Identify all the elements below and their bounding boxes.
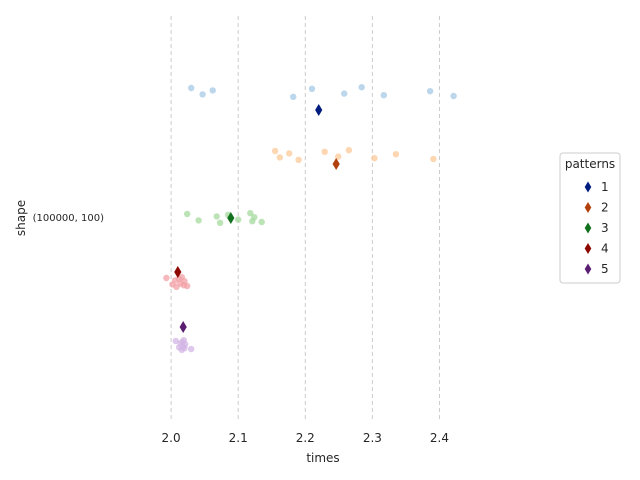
data-point (182, 341, 189, 348)
x-tick-label: 2.4 (430, 431, 449, 445)
x-tick-label: 2.0 (162, 431, 181, 445)
data-point (358, 84, 365, 91)
data-point (199, 91, 206, 98)
data-point (247, 210, 254, 217)
mean-marker (315, 104, 323, 116)
legend: patterns 1 2 3 4 5 (559, 152, 621, 284)
data-point (195, 217, 202, 224)
legend-marker (584, 263, 592, 275)
data-point (258, 218, 265, 226)
legend-marker (584, 222, 592, 234)
x-axis-label: times (306, 451, 339, 465)
x-tick-labels: 2.0 2.1 2.2 2.3 2.4 (162, 431, 449, 445)
data-point (188, 84, 195, 92)
mean-marker (174, 266, 182, 278)
data-point (184, 210, 191, 218)
data-point (345, 147, 353, 154)
data-point (188, 345, 195, 353)
data-point (335, 153, 342, 160)
data-point (184, 282, 191, 290)
legend-label: 3 (601, 221, 609, 235)
data-point (251, 214, 258, 221)
data-point (321, 148, 328, 155)
legend-marker (584, 181, 592, 193)
legend-label: 2 (601, 201, 609, 215)
x-tick-label: 2.2 (296, 431, 315, 445)
legend-marker (584, 202, 592, 213)
mean-marker (179, 321, 187, 333)
data-point (181, 278, 188, 285)
data-point (209, 87, 216, 94)
data-point (163, 274, 170, 282)
data-point (213, 213, 220, 220)
y-axis-label: shape (14, 200, 28, 236)
legend-frame (559, 152, 621, 284)
data-point (271, 147, 279, 155)
data-point (235, 216, 242, 223)
data-point (341, 90, 348, 97)
x-tick-label: 2.1 (229, 431, 248, 445)
data-point (430, 155, 437, 163)
x-tick-label: 2.3 (363, 431, 382, 445)
data-point (392, 151, 400, 158)
data-point (295, 156, 302, 163)
data-point (426, 88, 434, 95)
data-point (308, 85, 316, 93)
legend-label: 5 (601, 262, 609, 276)
mean-marker (332, 158, 340, 170)
legend-label: 1 (601, 180, 609, 194)
data-point (290, 93, 297, 101)
legend-marker (584, 243, 592, 254)
data-point (380, 92, 387, 99)
data-point (371, 155, 378, 162)
data-point (276, 154, 283, 161)
mean-marker (227, 212, 235, 224)
legend-items: 1 2 3 4 5 (584, 180, 609, 276)
y-category-label: (100000, 100) (33, 213, 105, 224)
data-point (172, 337, 179, 345)
grid (170, 16, 440, 420)
legend-label: 4 (601, 242, 609, 256)
legend-title: patterns (565, 157, 615, 171)
data-point (286, 150, 293, 157)
data-point (216, 219, 224, 226)
mean-markers (174, 104, 340, 333)
data-points (163, 84, 457, 353)
data-point (450, 92, 457, 100)
